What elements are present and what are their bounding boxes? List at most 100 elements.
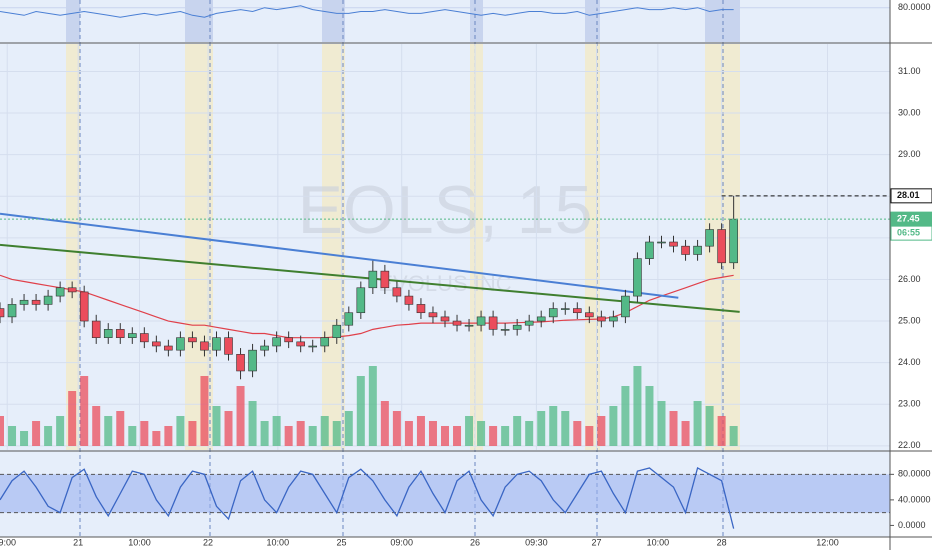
volume-bar — [404, 421, 413, 446]
x-tick-label: 10:00 — [647, 537, 670, 547]
candle-body — [164, 345, 173, 351]
volume-bar — [44, 426, 53, 446]
volume-bar — [320, 416, 329, 446]
volume-bar — [537, 411, 546, 446]
volume-bar — [224, 411, 233, 446]
volume-bar — [188, 421, 197, 446]
y-tick-label: 26.00 — [898, 274, 921, 284]
x-tick-label: 28 — [717, 537, 727, 547]
volume-bar — [80, 376, 89, 446]
candle-body — [127, 333, 137, 338]
candle-body — [657, 241, 666, 244]
candle-body — [320, 337, 330, 347]
volume-bar — [140, 421, 149, 446]
y-tick-label: 29.00 — [898, 149, 921, 159]
candle-body — [356, 287, 366, 314]
candle-body — [392, 287, 402, 297]
x-tick-label: 09:30 — [525, 537, 548, 547]
volume-bar — [200, 376, 209, 446]
x-tick-label: 21 — [73, 537, 83, 547]
y-tick-label: 24.00 — [898, 357, 921, 367]
volume-bar — [356, 376, 365, 446]
top-indicator-line — [0, 5, 734, 18]
volume-bar — [392, 411, 401, 446]
candle-body — [729, 218, 738, 264]
candle-body — [7, 304, 17, 318]
x-tick-label: 26 — [470, 537, 480, 547]
watermark: EOLS, 15 — [298, 172, 593, 248]
candle-body — [548, 308, 558, 318]
candle-body — [212, 337, 221, 351]
volume-bar — [0, 416, 4, 446]
volume-bar — [128, 426, 137, 446]
candle-body — [43, 295, 53, 305]
candle-body — [512, 324, 522, 330]
candle-body — [284, 337, 293, 343]
candle-body — [681, 245, 690, 255]
volume-bar — [645, 386, 654, 446]
x-tick-label: 22 — [203, 537, 213, 547]
volume-bar — [633, 366, 642, 446]
volume-bar — [68, 391, 77, 446]
candle-body — [344, 312, 354, 326]
volume-bar — [296, 421, 305, 446]
candle-body — [705, 229, 714, 247]
candle-body — [560, 308, 570, 310]
y-tick-label: 40.0000 — [898, 494, 931, 504]
volume-bar — [116, 411, 125, 446]
y-tick-label: 0.0000 — [898, 520, 926, 530]
candle-body — [536, 316, 546, 322]
volume-bar — [332, 421, 341, 446]
candle-body — [67, 287, 77, 293]
y-tick-label: 80.0000 — [898, 469, 931, 479]
price-label-box — [890, 188, 932, 204]
x-tick-label: 25 — [337, 537, 347, 547]
candle-body — [476, 316, 486, 326]
volume-bar — [152, 431, 161, 446]
candle-body — [572, 308, 582, 314]
volume-bar — [465, 416, 474, 446]
candle-body — [621, 295, 630, 318]
candle-body — [176, 337, 185, 351]
candle-body — [296, 341, 305, 347]
volume-bar — [20, 431, 29, 446]
volume-bar — [416, 416, 425, 446]
volume-bar — [621, 386, 630, 446]
candle-body — [645, 241, 654, 259]
volume-bar — [729, 426, 738, 446]
candle-body — [188, 337, 197, 343]
volume-bar — [104, 416, 113, 446]
candle-body — [669, 241, 678, 247]
volume-bar — [477, 421, 486, 446]
x-tick-label: 09:00 — [390, 537, 413, 547]
volume-bar — [164, 426, 173, 446]
volume-bar — [32, 421, 41, 446]
volume-bar — [561, 411, 570, 446]
y-tick-label: 80.0000 — [898, 2, 931, 12]
candle-body — [440, 316, 450, 322]
candle-body — [115, 329, 125, 338]
candle-body — [633, 258, 642, 297]
volume-bar — [56, 416, 65, 446]
y-tick-label: 22.00 — [898, 440, 921, 450]
candle-body — [19, 299, 29, 305]
candle-body — [585, 312, 594, 318]
candle-body — [91, 320, 101, 338]
candle-body — [464, 324, 474, 327]
candle-body — [236, 354, 245, 372]
volume-bar — [693, 401, 702, 446]
y-tick-label: 25.00 — [898, 315, 921, 325]
candle-body — [609, 316, 618, 322]
candle-body — [224, 337, 233, 355]
volume-bar — [549, 406, 558, 446]
candle-body — [717, 229, 726, 264]
candle-body — [248, 349, 257, 372]
volume-bar — [344, 411, 353, 446]
volume-bar — [212, 406, 221, 446]
price-label: 28.01 — [897, 190, 920, 200]
volume-bar — [681, 421, 690, 446]
candle-body — [140, 333, 149, 343]
volume-bar — [176, 416, 185, 446]
candle-body — [31, 299, 41, 305]
